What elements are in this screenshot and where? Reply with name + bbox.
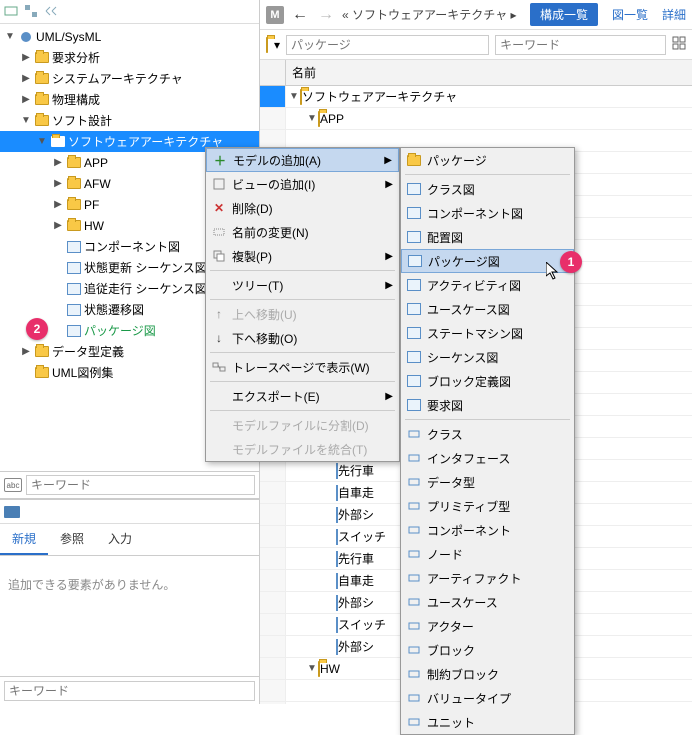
tree-item[interactable]: ▶システムアーキテクチャ — [0, 68, 259, 89]
keyword-box: abc — [0, 471, 259, 499]
submenu-item[interactable]: ブロック — [401, 638, 574, 662]
submenu-item[interactable]: クラス図 — [401, 177, 574, 201]
menu-item[interactable]: トレースページで表示(W) — [206, 355, 399, 379]
annotation-badge-2: 2 — [26, 318, 48, 340]
mouse-cursor — [546, 262, 562, 285]
menu-item: モデルファイルに分割(D) — [206, 413, 399, 437]
tree-root[interactable]: ▼UML/SysML — [0, 26, 259, 47]
submenu-item[interactable]: ユニット — [401, 710, 574, 734]
submenu[interactable]: パッケージクラス図コンポーネント図配置図パッケージ図アクティビティ図ユースケース… — [400, 147, 575, 735]
menu-item[interactable]: ↓下へ移動(O) — [206, 326, 399, 350]
grid-toggle-icon[interactable] — [672, 36, 686, 53]
tb-icon-2[interactable] — [24, 4, 40, 20]
list-row[interactable]: ▼ソフトウェアアーキテクチャ — [260, 86, 692, 108]
context-menu[interactable]: ＋モデルの追加(A)▶ビューの追加(I)▶✕削除(D)名前の変更(N)複製(P)… — [205, 147, 400, 462]
m-badge: M — [266, 6, 284, 24]
submenu-item[interactable]: コンポーネント — [401, 518, 574, 542]
bp-icon — [4, 506, 20, 518]
submenu-item[interactable]: コンポーネント図 — [401, 201, 574, 225]
submenu-item[interactable]: アーティファクト — [401, 566, 574, 590]
menu-item[interactable]: 複製(P)▶ — [206, 244, 399, 268]
bottom-panel: 新規参照入力 追加できる要素がありません。 — [0, 499, 259, 704]
breadcrumb[interactable]: « ソフトウェアアーキテクチャ ▸ — [342, 6, 520, 23]
submenu-item[interactable]: ステートマシン図 — [401, 321, 574, 345]
right-filter-bar: ▾ — [260, 30, 692, 60]
tab-新規[interactable]: 新規 — [0, 524, 48, 555]
submenu-item[interactable]: シーケンス図 — [401, 345, 574, 369]
keyword-icon: abc — [4, 478, 22, 492]
right-toolbar: M ← → « ソフトウェアアーキテクチャ ▸ 構成一覧 図一覧 詳細 — [260, 0, 692, 30]
submenu-item[interactable]: アクター — [401, 614, 574, 638]
submenu-item[interactable]: データ型 — [401, 470, 574, 494]
bottom-keyword-input[interactable] — [4, 681, 255, 701]
submenu-item[interactable]: ユースケース — [401, 590, 574, 614]
tab-入力[interactable]: 入力 — [96, 524, 144, 555]
menu-item: ↑上へ移動(U) — [206, 302, 399, 326]
tab-参照[interactable]: 参照 — [48, 524, 96, 555]
submenu-item[interactable]: 要求図 — [401, 393, 574, 417]
submenu-item[interactable]: 制約ブロック — [401, 662, 574, 686]
submenu-item[interactable]: バリュータイプ — [401, 686, 574, 710]
submenu-item[interactable]: プリミティブ型 — [401, 494, 574, 518]
annotation-badge-1: 1 — [560, 251, 582, 273]
bottom-tabs: 新規参照入力 — [0, 524, 259, 556]
menu-item[interactable]: ツリー(T)▶ — [206, 273, 399, 297]
submenu-item[interactable]: クラス — [401, 422, 574, 446]
keyword-input[interactable] — [26, 475, 255, 495]
tree-item[interactable]: ▼ソフト設計 — [0, 110, 259, 131]
package-filter-input[interactable] — [286, 35, 489, 55]
menu-item[interactable]: エクスポート(E)▶ — [206, 384, 399, 408]
nav-back[interactable]: ← — [290, 6, 310, 24]
left-toolbar — [0, 0, 259, 24]
tb-icon-3[interactable] — [44, 4, 60, 20]
submenu-item[interactable]: ユースケース図 — [401, 297, 574, 321]
tree-item[interactable]: ▶要求分析 — [0, 47, 259, 68]
tree-item[interactable]: ▶物理構成 — [0, 89, 259, 110]
config-list-button[interactable]: 構成一覧 — [530, 3, 598, 26]
detail-link[interactable]: 詳細 — [662, 6, 686, 23]
tb-icon-1[interactable] — [4, 4, 20, 20]
column-header: 名前 — [260, 60, 692, 86]
submenu-item[interactable]: ブロック定義図 — [401, 369, 574, 393]
menu-item[interactable]: ビューの追加(I)▶ — [206, 172, 399, 196]
folder-filter-icon[interactable] — [266, 38, 268, 52]
menu-item: モデルファイルを統合(T) — [206, 437, 399, 461]
menu-item[interactable]: ✕削除(D) — [206, 196, 399, 220]
menu-item[interactable]: ＋モデルの追加(A)▶ — [206, 148, 399, 172]
bottom-body-empty: 追加できる要素がありません。 — [0, 556, 259, 676]
folder-caret[interactable]: ▾ — [274, 38, 280, 52]
submenu-item[interactable]: パッケージ — [401, 148, 574, 172]
nav-fwd[interactable]: → — [316, 6, 336, 24]
menu-item[interactable]: 名前の変更(N) — [206, 220, 399, 244]
keyword-filter-input[interactable] — [495, 35, 666, 55]
list-row[interactable]: ▼APP — [260, 108, 692, 130]
submenu-item[interactable]: ノード — [401, 542, 574, 566]
diagram-list-link[interactable]: 図一覧 — [612, 6, 648, 23]
submenu-item[interactable]: 配置図 — [401, 225, 574, 249]
name-column-label[interactable]: 名前 — [286, 64, 692, 81]
submenu-item[interactable]: インタフェース — [401, 446, 574, 470]
